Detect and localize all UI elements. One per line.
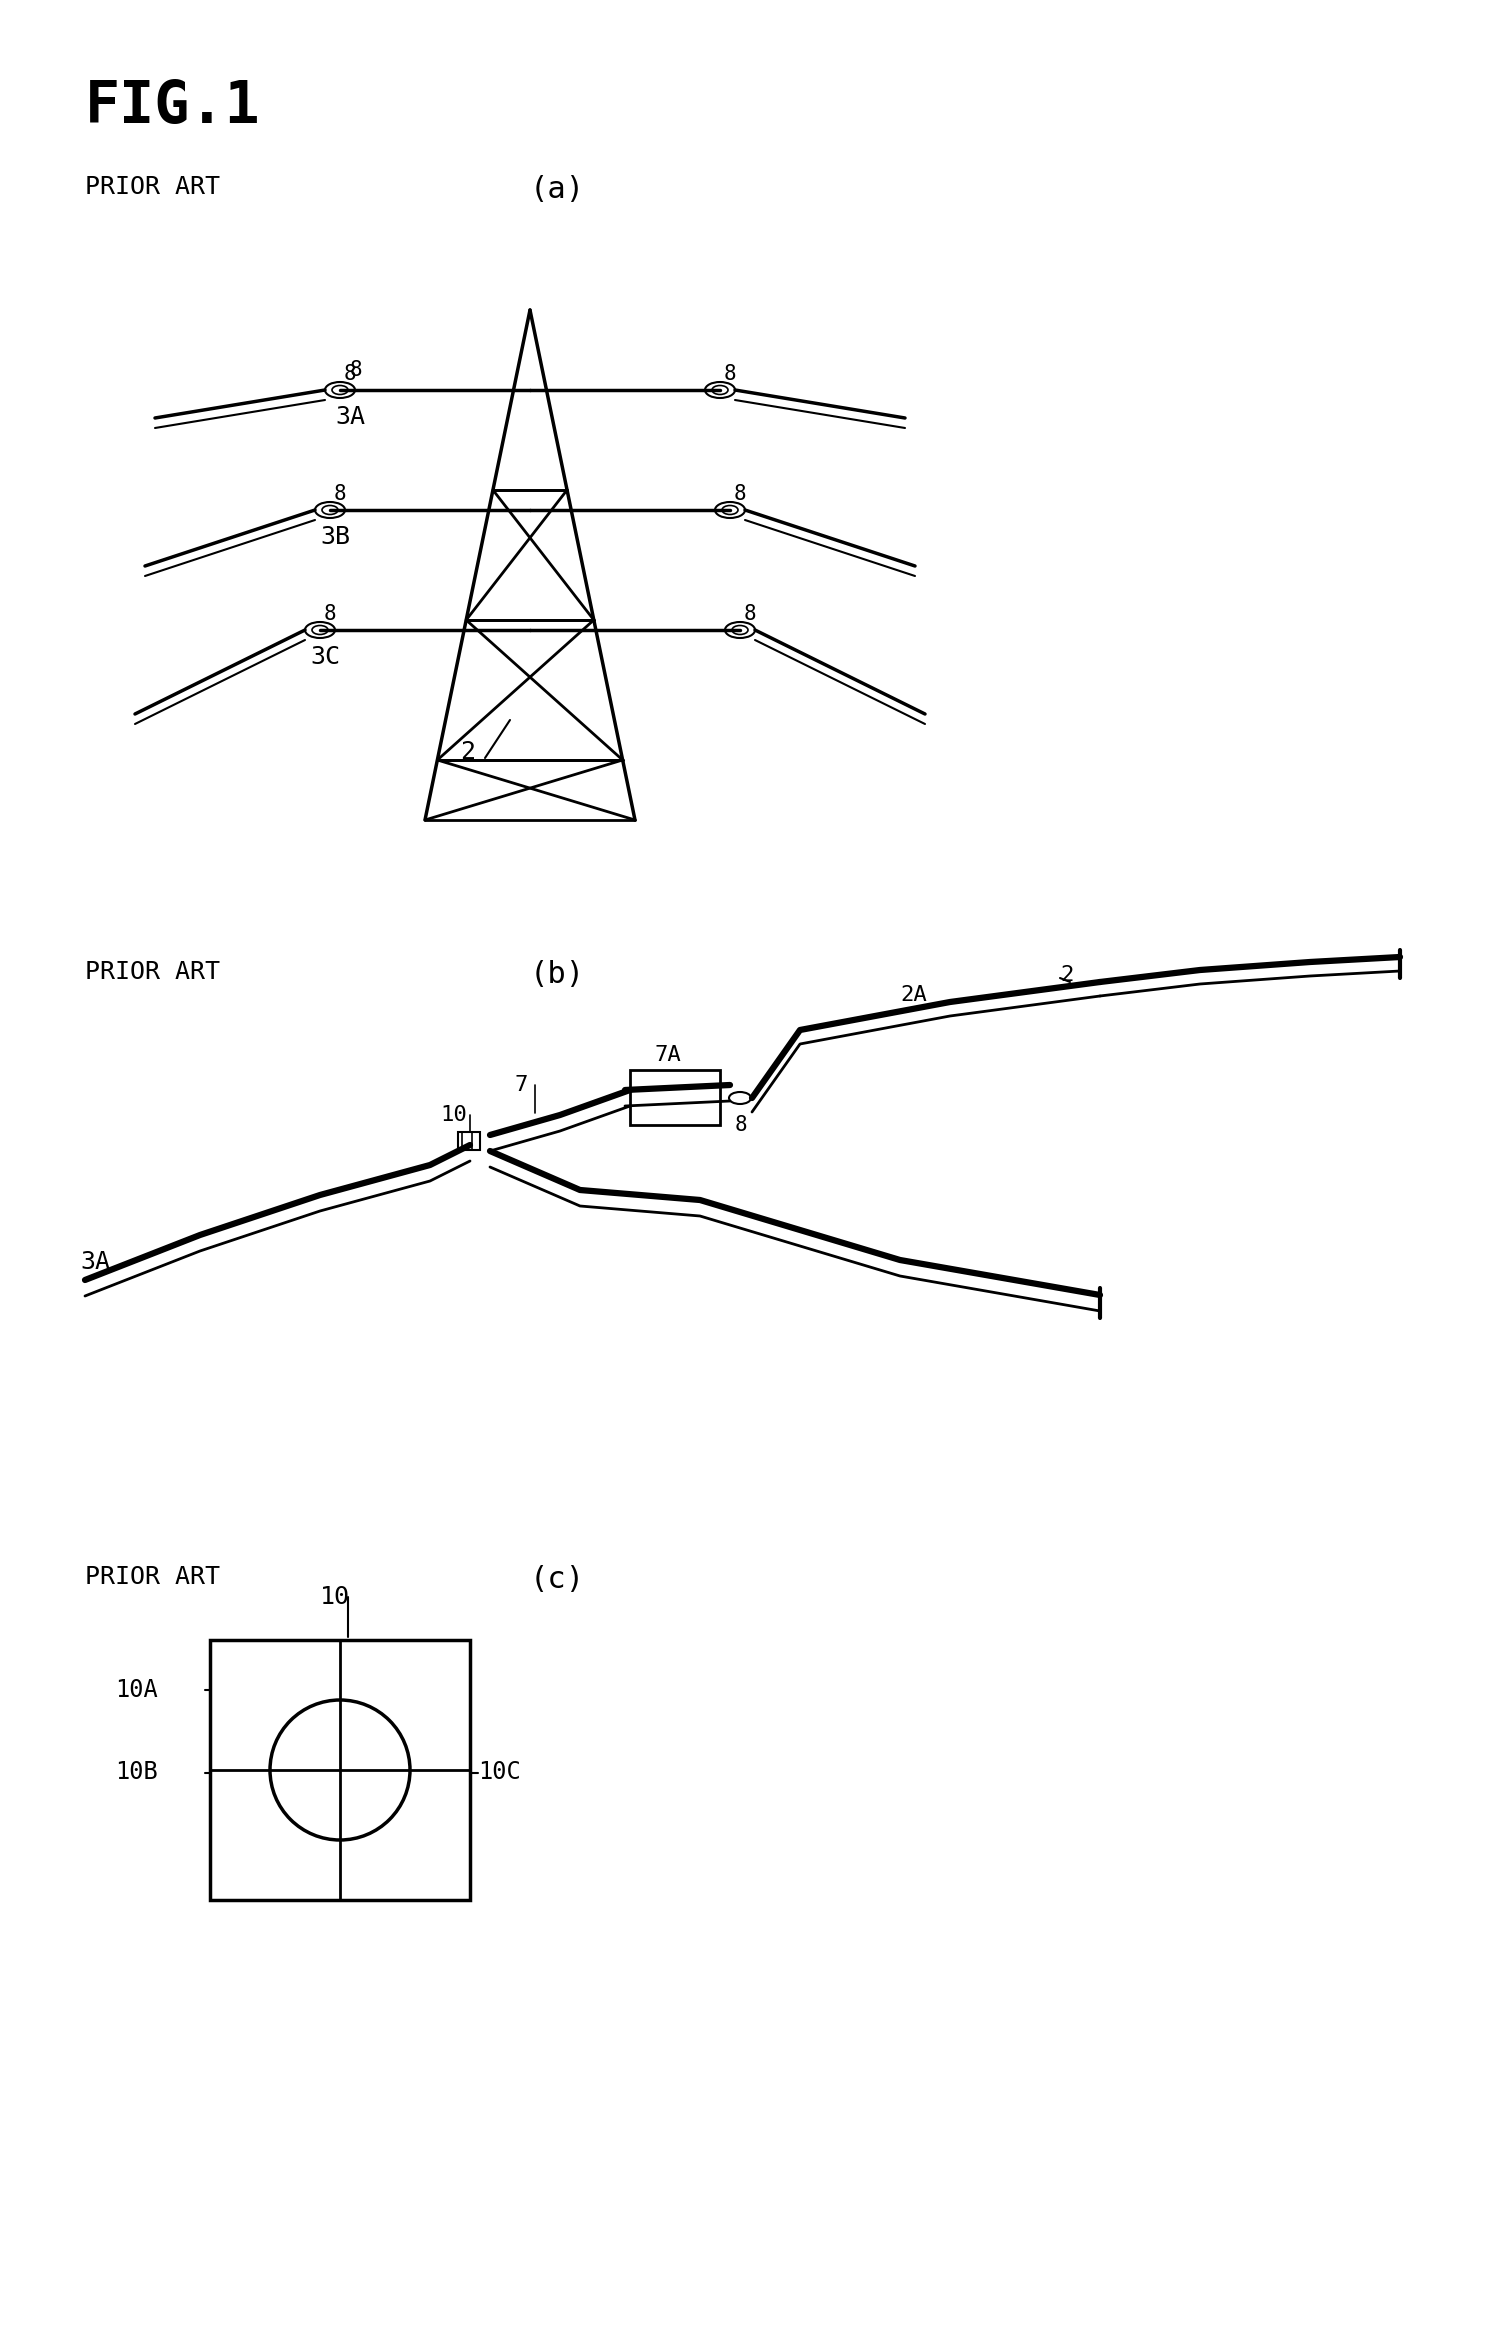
- Text: 2: 2: [459, 739, 474, 763]
- Bar: [210, 1640, 470, 1900]
- Text: 3B: 3B: [320, 524, 351, 550]
- Text: 8: 8: [323, 604, 337, 625]
- Text: 8: 8: [743, 604, 757, 625]
- Text: PRIOR ART: PRIOR ART: [85, 1565, 221, 1589]
- Text: 10: 10: [440, 1104, 467, 1126]
- Text: 8: 8: [724, 365, 737, 384]
- Text: 8: 8: [734, 484, 746, 503]
- Text: 8: 8: [334, 484, 346, 503]
- Text: 3C: 3C: [310, 646, 340, 669]
- Text: 10: 10: [320, 1584, 351, 1610]
- Bar: [458, 1133, 480, 1149]
- Bar: [630, 1069, 721, 1126]
- Text: 7: 7: [515, 1074, 529, 1095]
- Text: (b): (b): [530, 959, 585, 990]
- Text: 2: 2: [1061, 964, 1073, 985]
- Text: (a): (a): [530, 176, 585, 204]
- Text: 10C: 10C: [477, 1760, 521, 1783]
- Text: 8: 8: [345, 365, 357, 384]
- Text: 3A: 3A: [80, 1250, 110, 1273]
- Text: 7A: 7A: [654, 1046, 681, 1065]
- Text: PRIOR ART: PRIOR ART: [85, 176, 221, 199]
- Text: 2A: 2A: [901, 985, 926, 1004]
- Text: FIG.1: FIG.1: [85, 77, 260, 136]
- Text: 3A: 3A: [335, 405, 366, 428]
- Text: 8: 8: [734, 1114, 748, 1135]
- Text: 10B: 10B: [115, 1760, 157, 1783]
- Text: (c): (c): [530, 1565, 585, 1594]
- Text: 10A: 10A: [115, 1678, 157, 1701]
- Text: PRIOR ART: PRIOR ART: [85, 959, 221, 985]
- Text: 8: 8: [351, 360, 363, 379]
